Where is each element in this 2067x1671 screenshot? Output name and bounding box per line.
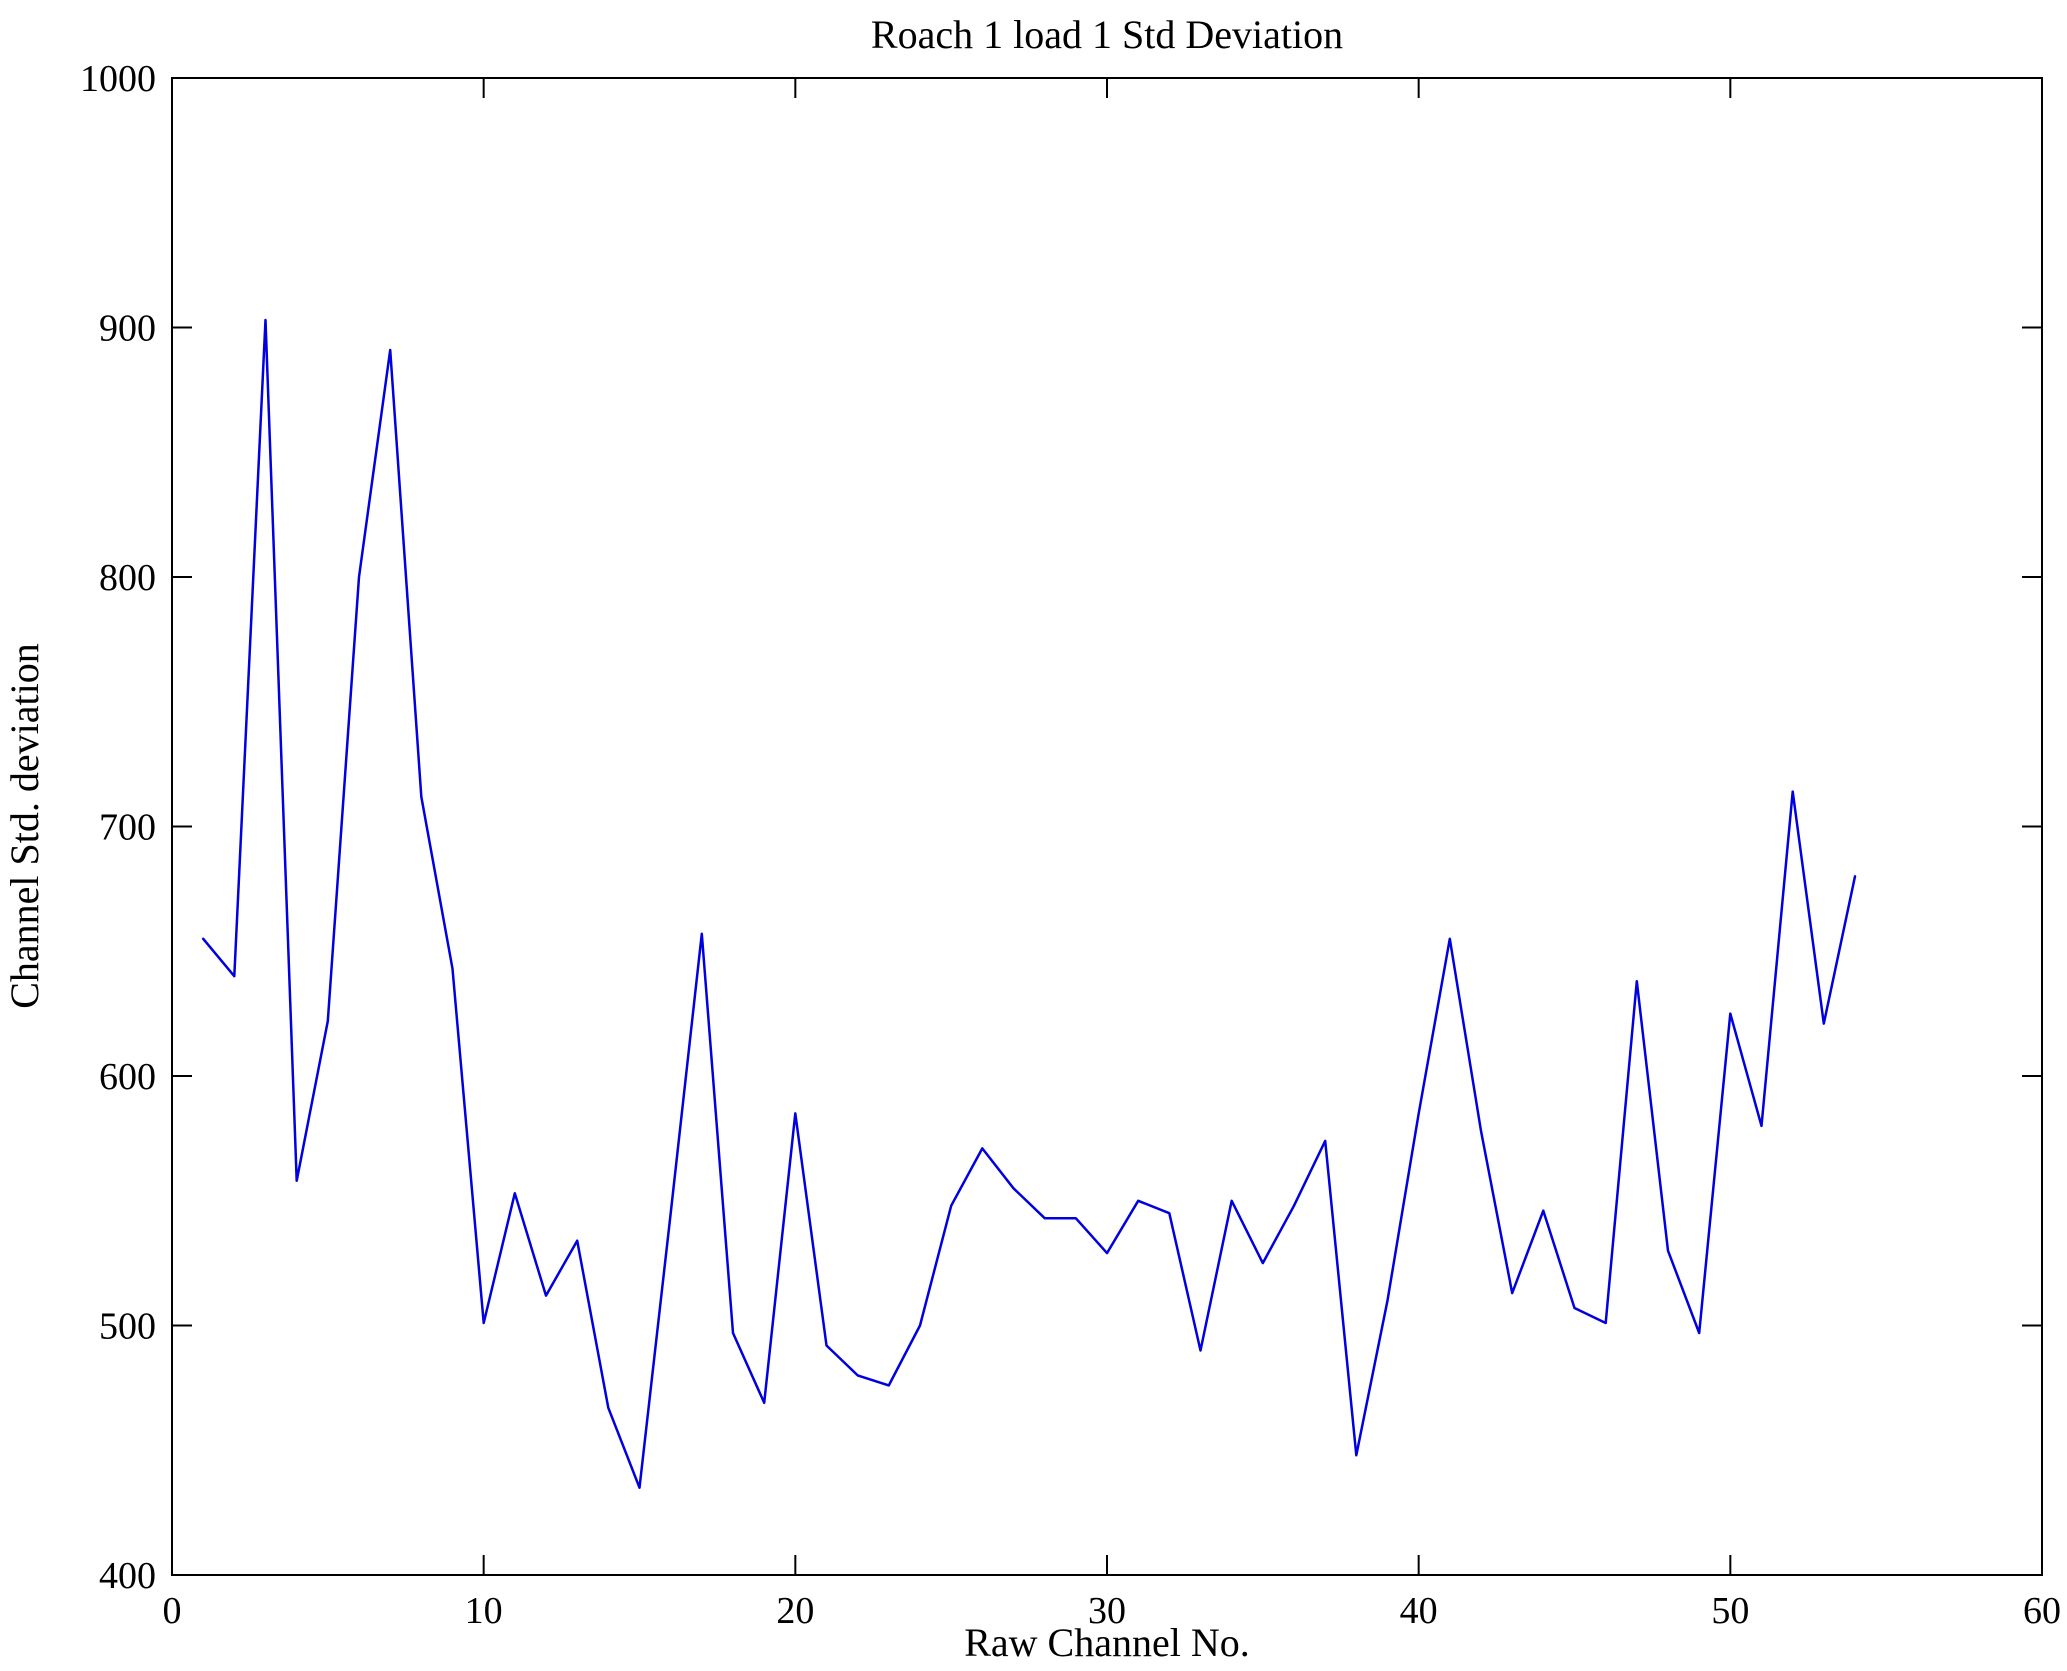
y-tick-label: 1000 — [80, 58, 156, 100]
y-tick-label: 700 — [99, 807, 156, 849]
x-tick-label: 0 — [163, 1590, 182, 1632]
x-tick-label: 20 — [776, 1590, 814, 1632]
x-tick-label: 60 — [2023, 1590, 2061, 1632]
y-axis-label: Channel Std. deviation — [2, 643, 47, 1009]
y-tick-label: 900 — [99, 308, 156, 350]
x-tick-label: 30 — [1088, 1590, 1126, 1632]
axis-box — [171, 77, 2043, 1576]
chart-title: Roach 1 load 1 Std Deviation — [871, 12, 1343, 57]
y-tick-label: 500 — [99, 1306, 156, 1348]
data-line — [201, 318, 1857, 1489]
x-axis-label: Raw Channel No. — [964, 1620, 1250, 1665]
x-tick-label: 50 — [1711, 1590, 1749, 1632]
y-tick-label: 400 — [99, 1555, 156, 1597]
y-tick-label: 600 — [99, 1056, 156, 1098]
plot-area: 0 10 20 30 40 50 60 400 500 600 700 800 900 1000 — [80, 58, 2061, 1632]
x-tick-label: 10 — [465, 1590, 503, 1632]
x-tick-label: 40 — [1400, 1590, 1438, 1632]
y-tick-label: 800 — [99, 557, 156, 599]
